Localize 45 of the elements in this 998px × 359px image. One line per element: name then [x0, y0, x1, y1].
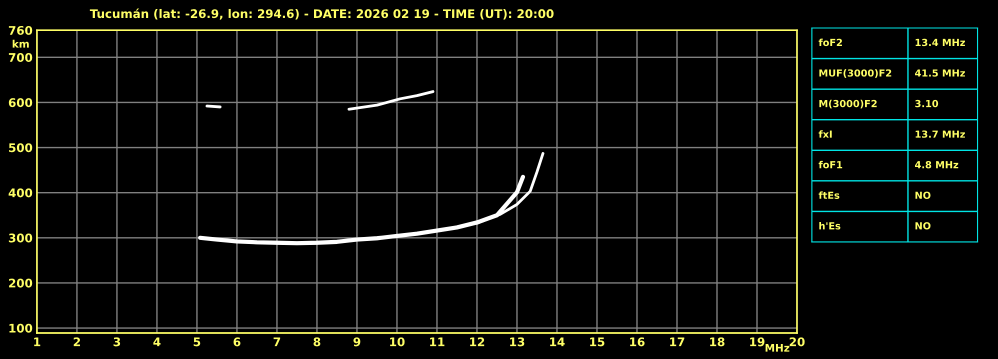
text: 4.8 MHz	[915, 161, 958, 168]
x-tick-label: 5	[194, 338, 200, 346]
x-tick-label: 9	[353, 337, 360, 346]
x-tick-label: 2	[74, 337, 80, 346]
text: 41.5 MHz	[915, 69, 965, 77]
x-tick-label: 7	[274, 338, 280, 346]
y-tick-label: 500	[9, 143, 32, 152]
y-tick-label: 600	[8, 98, 32, 108]
x-tick-label: 4	[153, 338, 161, 346]
x-tick-label: 10	[390, 337, 405, 346]
text: ftEs	[818, 191, 840, 199]
x-tick-label: 11	[430, 338, 444, 346]
x-tick-label: 14	[550, 338, 565, 346]
x-tick-label: 20	[790, 337, 805, 346]
chart-title: Tucumán (lat: -26.9, lon: 294.6) - DATE: 2026 02 19 - TIME (UT): 20:00	[90, 8, 554, 20]
text: foF1	[818, 160, 842, 168]
text: NO	[915, 222, 930, 230]
x-tick-label: 15	[590, 338, 604, 346]
y-tick-label: 300	[8, 234, 32, 242]
x-tick-label: 13	[510, 337, 524, 346]
text: h'Es	[819, 222, 840, 230]
x-tick-label: 6	[234, 337, 240, 346]
y-tick-label: 700	[8, 53, 32, 62]
text: NO	[915, 192, 930, 199]
text: fxI	[818, 130, 832, 138]
text: 13.7 MHz	[916, 130, 965, 138]
x-tick-label: 8	[314, 337, 320, 346]
x-tick-label: 3	[114, 337, 120, 346]
x-tick-label: 17	[670, 338, 684, 346]
y-tick-label: 100	[9, 324, 32, 333]
x-axis-title: MHz	[766, 344, 790, 352]
text: M(3000)F2	[819, 100, 877, 108]
text: 13.4 MHz	[916, 38, 965, 46]
x-tick-label: 12	[470, 337, 484, 346]
x-tick-label: 19	[750, 337, 764, 346]
x-tick-label: 1	[34, 338, 40, 346]
x-tick-label: 16	[630, 337, 645, 346]
text: MUF(3000)F2	[819, 69, 892, 78]
y-tick-label: 400	[8, 188, 32, 198]
text: foF2	[818, 38, 842, 46]
y-tick-label: 760	[8, 26, 32, 35]
y-axis-title: km	[12, 40, 29, 48]
y-tick-label: 200	[9, 278, 32, 288]
x-tick-label: 18	[710, 337, 724, 346]
text: 3.10	[915, 100, 938, 108]
